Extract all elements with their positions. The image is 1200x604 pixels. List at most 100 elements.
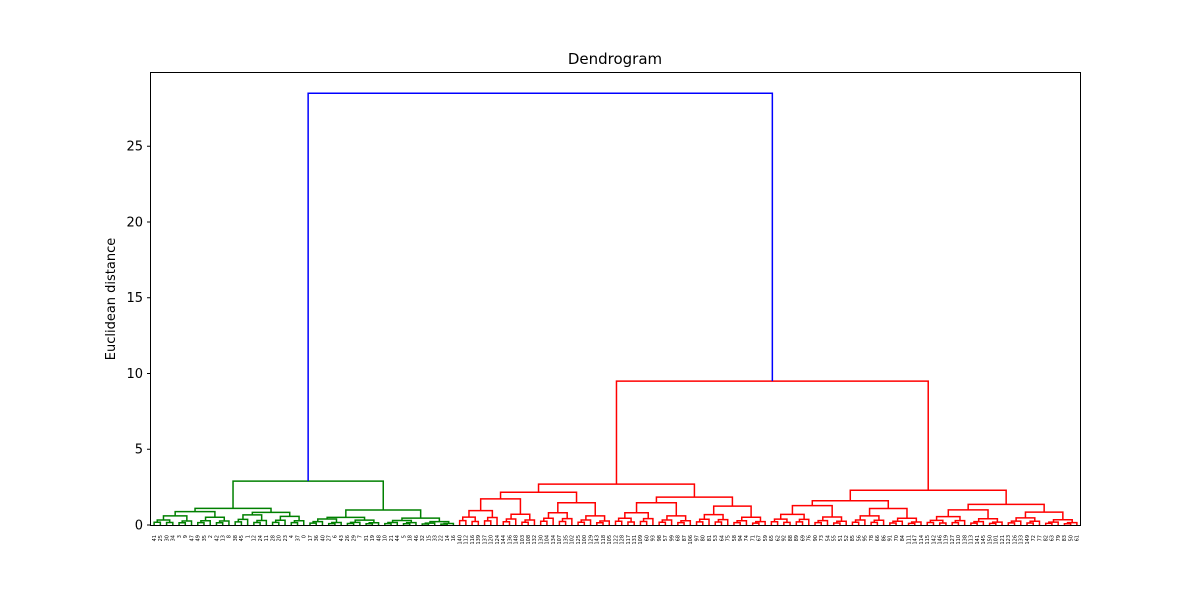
dendrogram-link — [242, 514, 263, 521]
dendrogram-link — [811, 500, 890, 509]
dendrogram-link — [440, 523, 448, 525]
leaf-label: 81 — [707, 535, 713, 541]
leaf-label: 9 — [183, 535, 189, 538]
leaf-label: 4 — [289, 535, 295, 538]
leaf-label: 67 — [757, 535, 763, 541]
leaf-label: 82 — [1044, 535, 1050, 541]
dendrogram-link — [624, 512, 649, 519]
leaf-label: 49 — [196, 535, 202, 541]
leaf-label: 113 — [969, 535, 975, 545]
leaf-label: 148 — [514, 535, 520, 545]
leaf-label: 133 — [1019, 535, 1025, 545]
dendrogram-link — [822, 516, 843, 522]
y-tick-label: 25 — [126, 140, 143, 155]
leaf-label: 16 — [451, 535, 457, 541]
dendrogram-link — [279, 515, 300, 521]
dendrogram-link — [896, 517, 918, 523]
dendrogram-link — [741, 516, 762, 522]
dendrogram-link — [988, 522, 997, 525]
leaf-label: 111 — [906, 535, 912, 545]
leaf-label: 99 — [669, 535, 675, 541]
leaf-label: 146 — [938, 535, 944, 545]
leaf-label: 119 — [944, 535, 950, 545]
dendrogram-link — [499, 491, 578, 503]
dendrogram-link — [218, 520, 230, 525]
leaf-label: 7 — [358, 535, 364, 538]
dendrogram-link — [1007, 522, 1016, 525]
dendrogram-link — [929, 519, 944, 523]
leaf-label: 88 — [788, 535, 794, 541]
dendrogram-link — [873, 519, 885, 525]
dendrogram-link — [293, 519, 305, 525]
leaf-label: 52 — [844, 535, 850, 541]
dendrogram-link — [1063, 522, 1072, 525]
dendrogram-link — [717, 518, 729, 525]
leaf-label: 132 — [532, 535, 538, 545]
dendrogram-link — [215, 522, 224, 525]
dendrogram-link — [617, 517, 632, 523]
dendrogram-root-link — [307, 92, 774, 482]
dendrogram-link — [661, 519, 673, 525]
dendrogram-link — [165, 521, 174, 525]
dendrogram-link — [892, 520, 904, 525]
leaf-label: 87 — [682, 535, 688, 541]
dendrogram-link — [755, 520, 766, 525]
leaf-label: 47 — [189, 535, 195, 541]
chart-title: Dendrogram — [568, 50, 662, 68]
dendrogram-link — [677, 521, 685, 525]
leaf-label: 101 — [994, 535, 1000, 545]
dendrogram-link — [703, 513, 724, 520]
leaf-label: 142 — [931, 535, 937, 545]
leaf-label: 18 — [408, 535, 414, 541]
dendrogram-link — [274, 519, 286, 525]
leaf-label: 78 — [869, 535, 875, 541]
leaf-label: 27 — [326, 535, 332, 541]
dendrogram-link — [468, 509, 494, 518]
dendrogram-link — [849, 489, 1007, 505]
leaf-label: 29 — [351, 535, 357, 541]
leaf-label: 32 — [420, 535, 426, 541]
leaf-label: 109 — [638, 535, 644, 545]
dendrogram-link — [658, 521, 667, 525]
x-axis-leaf-labels: 41 25 30 34 3 9 47 49 35 2 42 13 8 38 45 1 12 24 11 28 20 23 4… — [152, 535, 1081, 545]
leaf-label: 51 — [838, 535, 844, 541]
dendrogram-link — [327, 522, 336, 525]
leaf-label: 116 — [470, 535, 476, 545]
leaf-label: 33 — [432, 535, 438, 541]
dendrogram-link — [868, 507, 908, 519]
leaf-label: 40 — [320, 535, 326, 541]
dendrogram-link — [391, 519, 413, 523]
leaf-label: 137 — [482, 535, 488, 545]
dendrogram-link — [698, 518, 710, 525]
leaf-label: 10 — [383, 535, 389, 541]
leaf-label: 26 — [345, 535, 351, 541]
leaf-label: 65 — [769, 535, 775, 541]
leaf-label: 89 — [794, 535, 800, 541]
leaf-label: 21 — [389, 535, 395, 541]
dendrogram-link — [854, 519, 866, 525]
leaf-label: 94 — [738, 535, 744, 541]
leaf-label: 144 — [501, 535, 507, 545]
leaf-label: 104 — [545, 535, 551, 545]
leaf-label: 139 — [476, 535, 482, 545]
leaf-label: 3 — [177, 535, 183, 538]
leaf-label: 55 — [832, 535, 838, 541]
leaf-label: 91 — [888, 535, 894, 541]
leaf-label: 50 — [1068, 535, 1074, 541]
dendrogram-link — [635, 501, 678, 516]
leaf-label: 92 — [782, 535, 788, 541]
leaf-label: 106 — [688, 535, 694, 545]
leaf-label: 41 — [152, 535, 158, 541]
dendrogram-link — [401, 517, 441, 522]
leaf-label: 138 — [962, 535, 968, 545]
leaf-label: 76 — [807, 535, 813, 541]
leaf-label: 129 — [588, 535, 594, 545]
dendrogram-link — [521, 521, 529, 525]
dendrogram-link — [458, 519, 467, 525]
leaf-label: 140 — [457, 535, 463, 545]
leaf-label: 73 — [819, 535, 825, 541]
leaf-label: 136 — [507, 535, 513, 545]
leaf-label: 59 — [763, 535, 769, 541]
dendrogram-link — [832, 522, 841, 525]
